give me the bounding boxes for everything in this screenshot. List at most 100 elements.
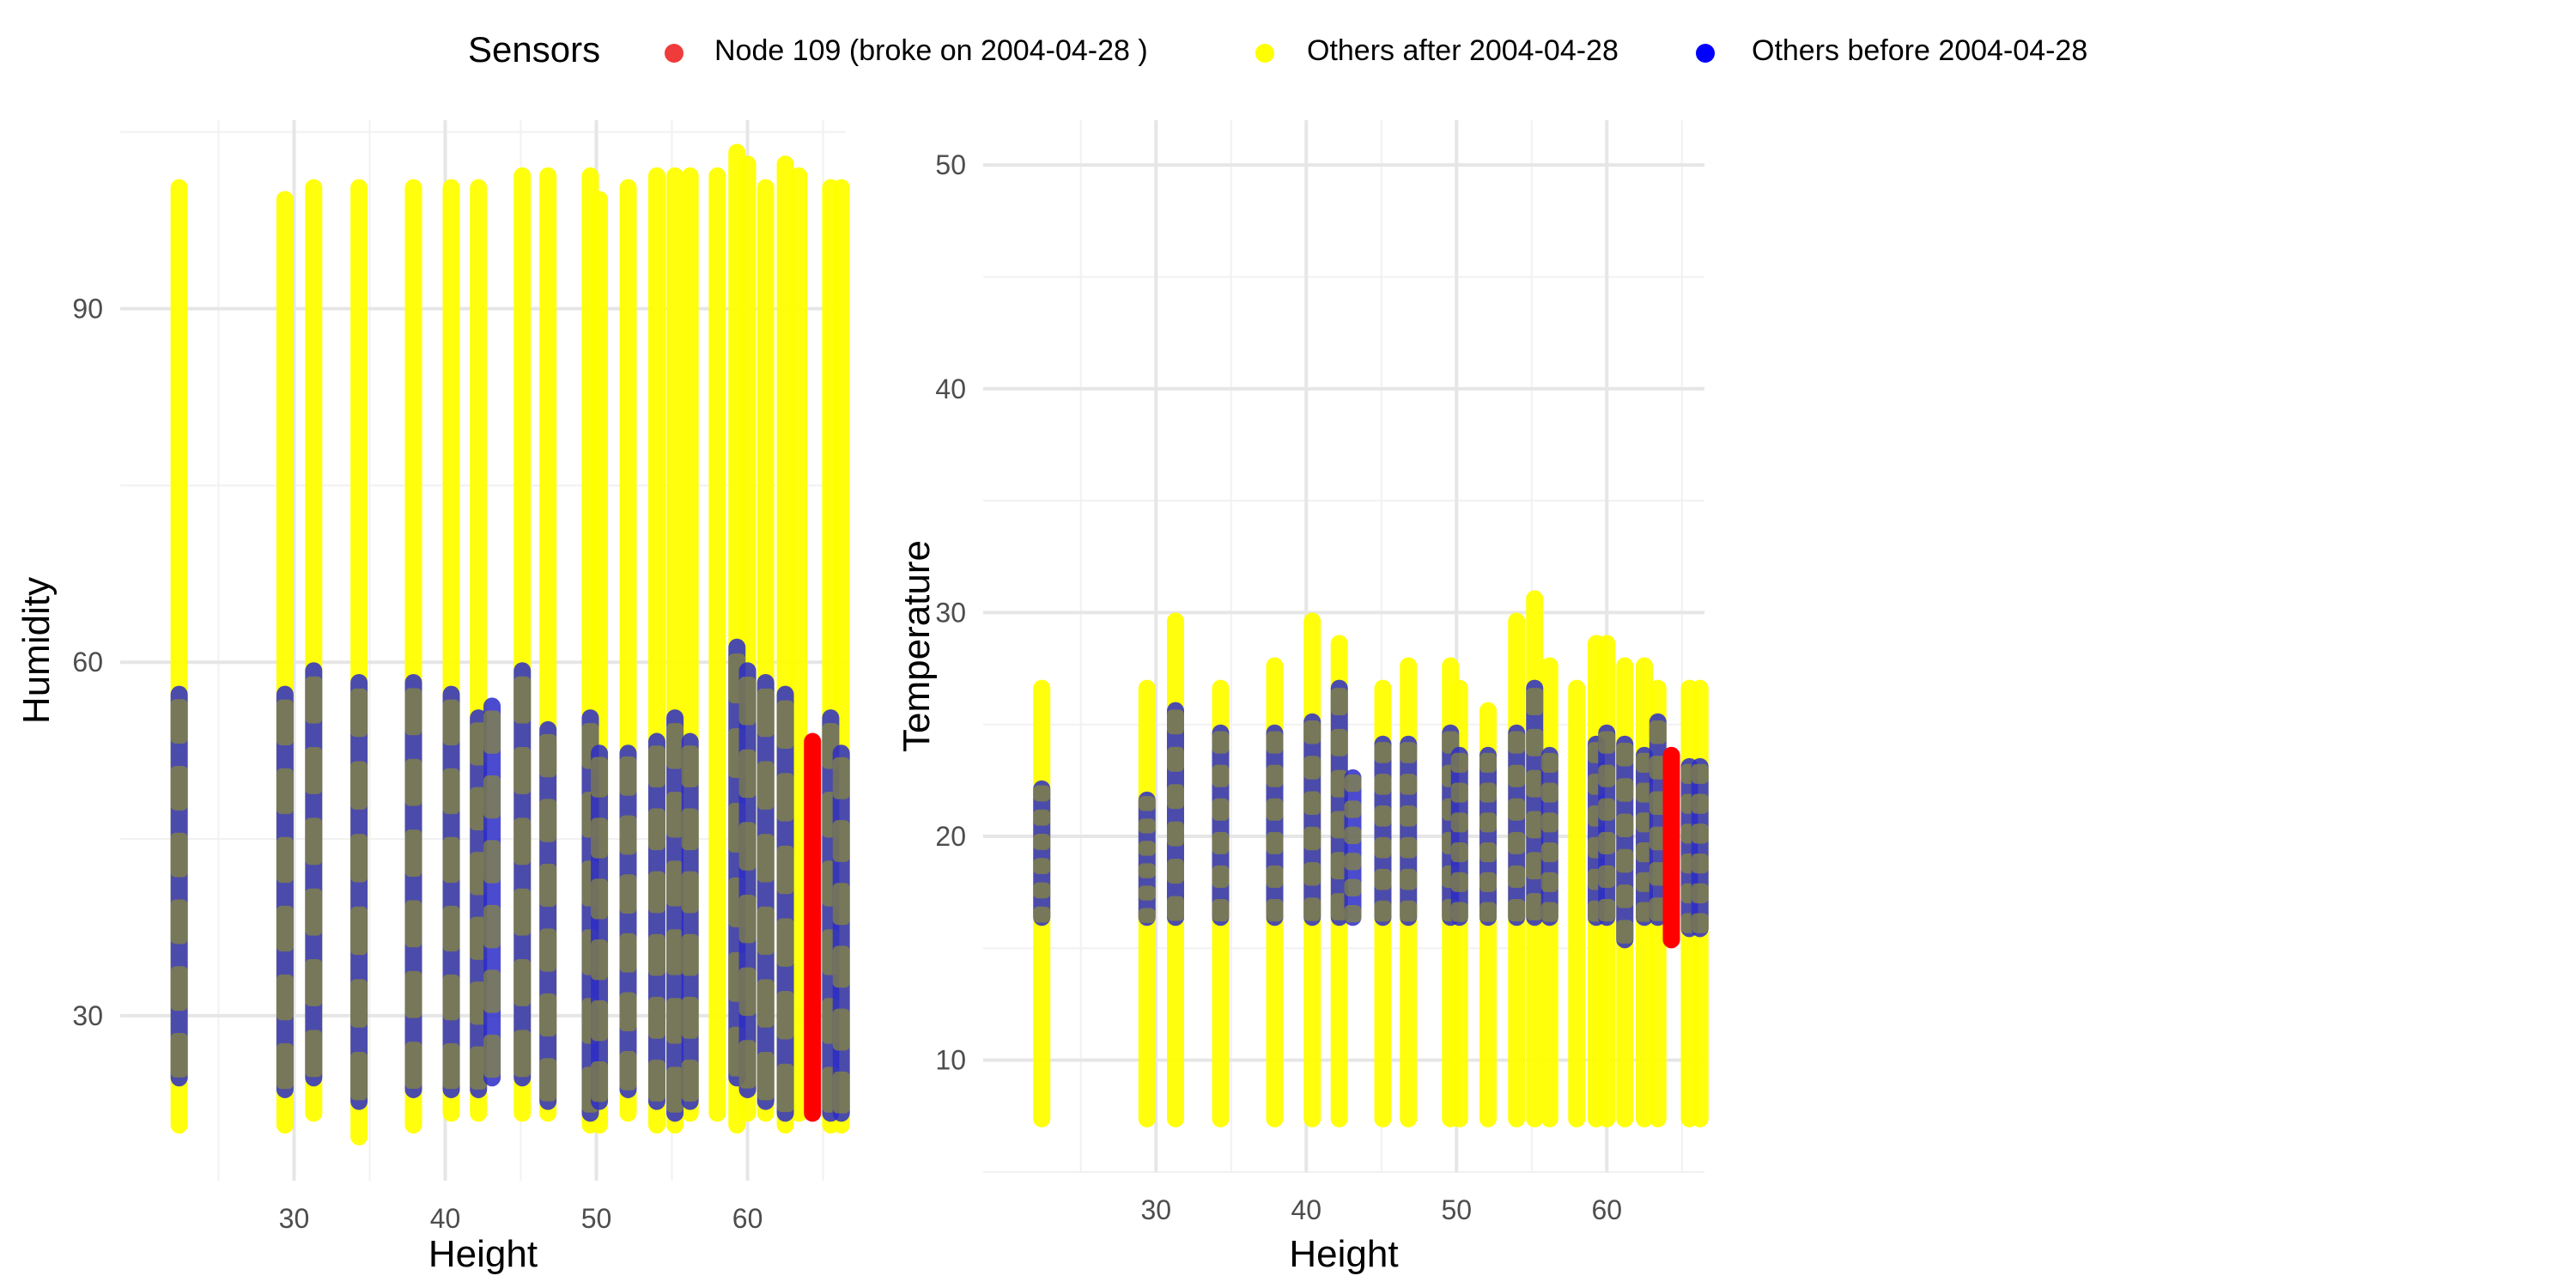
point-band-overlap xyxy=(1374,900,1392,922)
point-band-overlap xyxy=(738,967,756,1017)
point-band-before xyxy=(591,744,609,1110)
point-band-overlap xyxy=(681,808,699,851)
point-band-overlap xyxy=(756,979,775,1028)
point-band-overlap xyxy=(1636,841,1653,863)
humidity-panel: 30 40 50 60 30 60 90 Height Humidity xyxy=(15,120,850,1275)
point-band-overlap xyxy=(647,1060,665,1102)
point-band-overlap xyxy=(539,799,557,842)
point-band-overlap xyxy=(1374,774,1392,795)
point-band-overlap xyxy=(832,883,850,926)
point-band-overlap xyxy=(1479,841,1497,863)
point-band-before xyxy=(1212,724,1230,927)
x-tick-label: 30 xyxy=(1140,1194,1171,1225)
legend-after-marker xyxy=(1255,44,1274,63)
point-band-overlap xyxy=(539,1058,557,1102)
point-band-before xyxy=(1374,735,1392,927)
point-band-overlap xyxy=(776,918,794,967)
point-band-overlap xyxy=(738,1040,756,1089)
point-band-overlap xyxy=(681,1060,699,1102)
y-tick-label: 50 xyxy=(935,149,966,180)
point-band-overlap xyxy=(276,974,294,1021)
point-band-overlap xyxy=(666,929,684,975)
point-band-overlap xyxy=(1526,688,1544,716)
point-band-overlap xyxy=(513,1030,532,1078)
y-tick-label: 60 xyxy=(72,647,103,677)
point-band-overlap xyxy=(513,676,532,724)
y-axis-title: Temperature xyxy=(896,540,938,752)
point-band-overlap xyxy=(832,945,850,988)
point-band-overlap xyxy=(1033,882,1051,899)
point-band-overlap xyxy=(305,817,323,866)
point-band-overlap xyxy=(681,996,699,1039)
point-band-overlap xyxy=(1033,834,1051,850)
point-band-overlap xyxy=(776,991,794,1040)
point-band-overlap xyxy=(619,874,637,914)
point-band-overlap xyxy=(350,906,368,956)
point-band-overlap xyxy=(470,787,488,830)
point-band-overlap xyxy=(832,1071,850,1114)
point-band-overlap xyxy=(832,1008,850,1051)
point-band-overlap xyxy=(539,733,557,778)
point-band-overlap xyxy=(1138,908,1156,923)
point-band-overlap xyxy=(619,992,637,1032)
point-band-overlap xyxy=(1508,764,1526,787)
point-band-before xyxy=(1508,724,1526,927)
point-band-overlap xyxy=(681,871,699,914)
point-band-overlap xyxy=(1033,785,1051,802)
point-band-overlap xyxy=(1330,728,1348,756)
point-band-overlap xyxy=(513,959,532,1006)
point-band-before xyxy=(1167,702,1184,927)
point-band-overlap xyxy=(276,768,294,815)
point-band-overlap xyxy=(1374,836,1392,859)
point-band-overlap xyxy=(666,1066,684,1113)
point-band-overlap xyxy=(483,840,501,884)
point-band-overlap xyxy=(1167,746,1184,772)
point-band-overlap xyxy=(404,1042,422,1089)
point-band-overlap xyxy=(738,822,756,871)
point-band-before xyxy=(776,685,794,1122)
point-band-overlap xyxy=(1212,764,1230,787)
point-band-overlap xyxy=(1330,893,1348,920)
point-band-overlap xyxy=(1450,782,1468,803)
point-band-overlap xyxy=(1636,872,1653,892)
point-band-overlap xyxy=(1691,763,1709,784)
point-band-overlap xyxy=(1303,897,1321,921)
point-band-overlap xyxy=(1479,872,1497,892)
point-band-overlap xyxy=(1616,884,1634,908)
point-band-overlap xyxy=(1033,906,1051,923)
point-band-overlap xyxy=(1344,826,1362,845)
point-band-overlap xyxy=(1540,812,1558,833)
point-band-overlap xyxy=(470,852,488,896)
point-band-overlap xyxy=(1636,782,1653,803)
point-band-before xyxy=(170,685,188,1087)
legend-node109-marker xyxy=(665,44,683,63)
point-band-overlap xyxy=(1649,720,1667,744)
point-band-overlap xyxy=(276,905,294,952)
point-band-overlap xyxy=(442,905,460,952)
point-band-before xyxy=(305,662,323,1087)
point-band-overlap xyxy=(1479,752,1497,773)
point-band-overlap xyxy=(1266,764,1284,787)
point-band-overlap xyxy=(483,969,501,1013)
point-band-overlap xyxy=(647,745,665,787)
x-tick-label: 50 xyxy=(581,1203,612,1234)
legend-after-label: Others after 2004-04-28 xyxy=(1307,34,1619,67)
point-band-overlap xyxy=(1508,865,1526,888)
point-band-overlap xyxy=(470,1046,488,1090)
y-axis-title: Humidity xyxy=(15,577,58,724)
point-band-overlap xyxy=(756,906,775,956)
point-band-overlap xyxy=(1138,885,1156,901)
point-band-node109 xyxy=(804,732,822,1122)
point-band-before xyxy=(832,744,850,1122)
point-band-overlap xyxy=(591,1000,609,1042)
point-band-overlap xyxy=(1479,902,1497,922)
point-band-overlap xyxy=(1691,913,1709,933)
point-band-overlap xyxy=(1526,893,1544,920)
point-band-before xyxy=(1138,791,1156,927)
point-band-overlap xyxy=(1540,872,1558,892)
point-band-overlap xyxy=(1479,812,1497,833)
point-band-overlap xyxy=(1344,774,1362,793)
point-band-overlap xyxy=(1400,868,1418,890)
point-band-before xyxy=(350,673,368,1110)
point-band-overlap xyxy=(1400,742,1418,763)
